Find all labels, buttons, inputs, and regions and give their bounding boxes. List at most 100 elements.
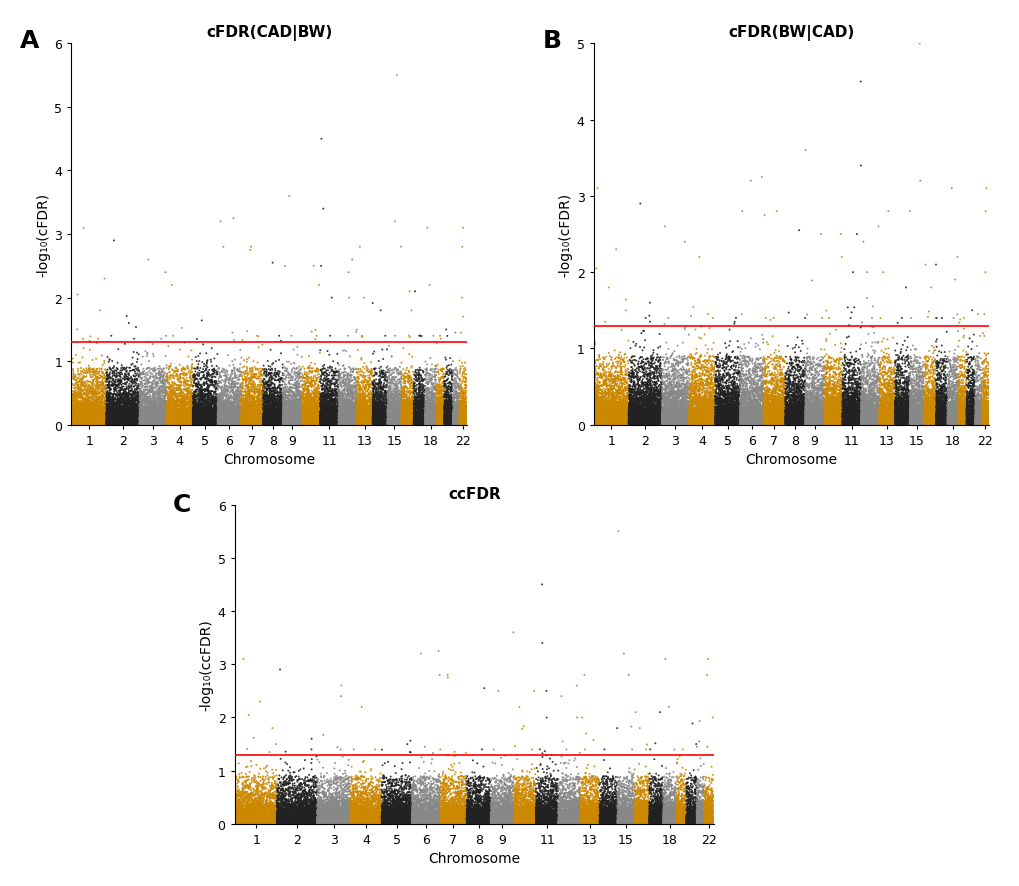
Point — [86, 399, 102, 413]
Point — [857, 415, 873, 429]
Point — [899, 416, 915, 431]
Point — [110, 369, 126, 383]
Point — [308, 414, 324, 428]
Point — [941, 404, 957, 418]
Point — [485, 801, 501, 815]
Point — [232, 393, 249, 408]
Point — [229, 409, 246, 424]
Point — [430, 393, 446, 408]
Point — [752, 415, 768, 429]
Point — [245, 817, 261, 831]
Point — [265, 395, 281, 409]
Point — [537, 814, 553, 828]
Point — [365, 814, 381, 828]
Point — [615, 382, 632, 396]
Point — [337, 817, 354, 831]
Point — [232, 815, 249, 829]
Point — [441, 362, 458, 377]
Point — [671, 404, 687, 418]
Point — [815, 416, 832, 431]
Point — [675, 363, 691, 377]
Point — [613, 405, 630, 419]
Point — [765, 400, 782, 415]
Point — [226, 409, 243, 424]
Point — [966, 408, 982, 423]
Point — [762, 414, 779, 428]
Point — [814, 398, 830, 412]
Point — [682, 415, 698, 429]
Point — [276, 404, 292, 418]
Point — [350, 415, 366, 429]
Point — [533, 799, 549, 813]
Point — [312, 411, 328, 425]
Point — [139, 407, 155, 421]
Point — [282, 806, 299, 820]
Point — [247, 407, 263, 421]
Point — [786, 399, 802, 413]
Point — [902, 414, 918, 428]
Point — [779, 413, 795, 427]
Point — [964, 407, 980, 421]
Point — [958, 413, 974, 427]
Point — [400, 403, 417, 417]
Point — [869, 418, 886, 432]
Point — [232, 404, 249, 418]
Point — [641, 781, 657, 795]
Point — [403, 404, 419, 418]
Point — [365, 407, 381, 421]
Point — [201, 385, 217, 400]
Point — [965, 406, 981, 420]
Point — [154, 417, 170, 431]
Point — [676, 406, 692, 420]
Point — [339, 804, 356, 819]
Point — [931, 408, 948, 423]
Point — [192, 414, 208, 428]
Point — [440, 812, 457, 826]
Point — [700, 361, 716, 376]
Point — [922, 416, 938, 430]
Point — [533, 816, 549, 830]
Point — [329, 380, 345, 394]
Point — [369, 416, 385, 431]
Point — [481, 816, 497, 830]
Point — [503, 801, 520, 815]
Point — [821, 416, 838, 430]
Point — [727, 415, 743, 429]
Point — [297, 377, 313, 392]
Point — [629, 814, 645, 828]
Point — [91, 409, 107, 424]
Point — [607, 414, 624, 428]
Point — [781, 403, 797, 417]
Point — [529, 810, 545, 824]
Point — [608, 416, 625, 431]
Point — [480, 812, 496, 827]
Point — [922, 363, 938, 377]
Point — [307, 804, 323, 819]
Point — [323, 407, 339, 421]
Point — [798, 416, 814, 431]
Point — [862, 416, 878, 431]
Point — [121, 407, 138, 421]
Point — [104, 413, 120, 427]
Point — [427, 417, 443, 431]
Point — [341, 361, 358, 376]
Point — [215, 414, 231, 428]
Point — [137, 399, 153, 413]
Point — [427, 808, 443, 822]
Point — [896, 399, 912, 413]
Point — [744, 400, 760, 414]
Point — [788, 384, 804, 398]
Point — [534, 804, 550, 819]
Point — [433, 808, 449, 822]
Point — [606, 808, 623, 822]
Point — [269, 797, 285, 811]
Point — [630, 806, 646, 820]
Point — [576, 797, 592, 811]
Point — [498, 805, 515, 820]
Point — [810, 405, 826, 419]
Point — [293, 798, 310, 812]
Point — [439, 389, 455, 403]
Point — [153, 409, 169, 424]
Point — [79, 388, 96, 402]
Point — [315, 808, 331, 822]
